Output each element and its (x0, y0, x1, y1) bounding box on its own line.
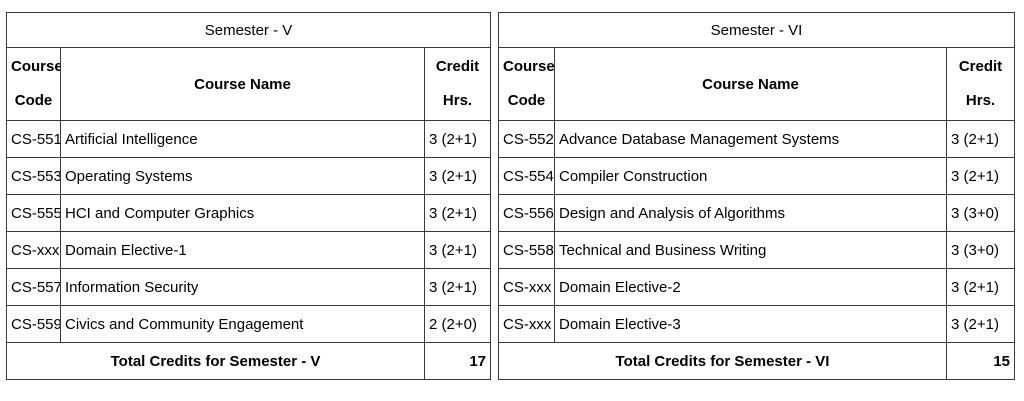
credit-hours-header: Credit Hrs. (945, 47, 1016, 121)
table-row: CS-556 Design and Analysis of Algorithms… (498, 194, 1016, 232)
credit-hours: 3 (2+1) (423, 268, 492, 306)
course-code: CS-552 (498, 120, 555, 158)
semester-vi-table: Semester - VI Course Code Course Name Cr… (497, 12, 1016, 380)
course-code: CS-559 (6, 305, 61, 343)
table-row: CS-553 Operating Systems 3 (2+1) (6, 157, 492, 195)
course-code: CS-xxx (498, 268, 555, 306)
course-name: Domain Elective-3 (554, 305, 947, 343)
course-code-header-line2: Code (507, 92, 546, 109)
course-name: Design and Analysis of Algorithms (554, 194, 947, 232)
total-credits-value: 15 (945, 342, 1016, 380)
course-name: Technical and Business Writing (554, 231, 947, 269)
course-name-header: Course Name (554, 47, 947, 121)
table-row: CS-552 Advance Database Management Syste… (498, 120, 1016, 158)
semester-vi-header-row: Course Code Course Name Credit Hrs. (498, 47, 1016, 121)
credit-hours: 3 (3+0) (945, 231, 1016, 269)
course-code: CS-xxx (6, 231, 61, 269)
semester-v-title: Semester - V (5, 12, 492, 48)
credit-hours: 3 (2+1) (945, 157, 1016, 195)
credit-hours: 3 (2+1) (945, 305, 1016, 343)
course-name-header: Course Name (60, 47, 425, 121)
course-code: CS-xxx (498, 305, 555, 343)
course-code: CS-556 (498, 194, 555, 232)
course-name: Compiler Construction (554, 157, 947, 195)
credit-hours-header-line1: Credit (435, 58, 480, 75)
credit-hours: 3 (2+1) (423, 231, 492, 269)
credit-hours: 3 (3+0) (945, 194, 1016, 232)
credit-hours-header: Credit Hrs. (423, 47, 492, 121)
table-row: CS-559 Civics and Community Engagement 2… (6, 305, 492, 343)
course-code: CS-553 (6, 157, 61, 195)
semester-vi-total-row: Total Credits for Semester - VI 15 (498, 342, 1016, 380)
table-row: CS-xxx Domain Elective-3 3 (2+1) (498, 305, 1016, 343)
credit-hours: 3 (2+1) (423, 194, 492, 232)
course-name: Information Security (60, 268, 425, 306)
credit-hours-header-line1: Credit (958, 58, 1003, 75)
semester-v-title-row: Semester - V (5, 12, 492, 48)
semester-vi-title-row: Semester - VI (497, 12, 1016, 48)
course-name: Artificial Intelligence (60, 120, 425, 158)
table-row: CS-554 Compiler Construction 3 (2+1) (498, 157, 1016, 195)
course-name: Operating Systems (60, 157, 425, 195)
course-name: Domain Elective-2 (554, 268, 947, 306)
credit-hours: 3 (2+1) (945, 268, 1016, 306)
total-credits-label: Total Credits for Semester - V (6, 342, 425, 380)
course-code: CS-551 (6, 120, 61, 158)
course-code-header-line1: Course (503, 58, 555, 75)
table-row: CS-xxx Domain Elective-2 3 (2+1) (498, 268, 1016, 306)
course-name: Civics and Community Engagement (60, 305, 425, 343)
credit-hours: 3 (2+1) (423, 157, 492, 195)
course-code: CS-558 (498, 231, 555, 269)
total-credits-label: Total Credits for Semester - VI (498, 342, 947, 380)
credit-hours: 3 (2+1) (945, 120, 1016, 158)
course-code: CS-554 (498, 157, 555, 195)
course-code: CS-557 (6, 268, 61, 306)
total-credits-value: 17 (423, 342, 492, 380)
credit-hours-header-line2: Hrs. (965, 92, 996, 109)
table-row: CS-551 Artificial Intelligence 3 (2+1) (6, 120, 492, 158)
course-code-header-line1: Course (11, 58, 61, 75)
course-code: CS-555 (6, 194, 61, 232)
semester-v-total-row: Total Credits for Semester - V 17 (6, 342, 492, 380)
course-name: Domain Elective-1 (60, 231, 425, 269)
course-code-header: Course Code (498, 47, 555, 121)
semester-v-table: Semester - V Course Code Course Name Cre… (5, 12, 492, 380)
table-row: CS-555 HCI and Computer Graphics 3 (2+1) (6, 194, 492, 232)
semester-vi-title: Semester - VI (497, 12, 1016, 48)
course-name: Advance Database Management Systems (554, 120, 947, 158)
table-row: CS-558 Technical and Business Writing 3 … (498, 231, 1016, 269)
course-code-header: Course Code (6, 47, 61, 121)
course-name: HCI and Computer Graphics (60, 194, 425, 232)
credit-hours: 3 (2+1) (423, 120, 492, 158)
course-code-header-line2: Code (14, 92, 53, 109)
table-row: CS-557 Information Security 3 (2+1) (6, 268, 492, 306)
table-row: CS-xxx Domain Elective-1 3 (2+1) (6, 231, 492, 269)
credit-hours-header-line2: Hrs. (442, 92, 473, 109)
semester-v-header-row: Course Code Course Name Credit Hrs. (6, 47, 492, 121)
credit-hours: 2 (2+0) (423, 305, 492, 343)
